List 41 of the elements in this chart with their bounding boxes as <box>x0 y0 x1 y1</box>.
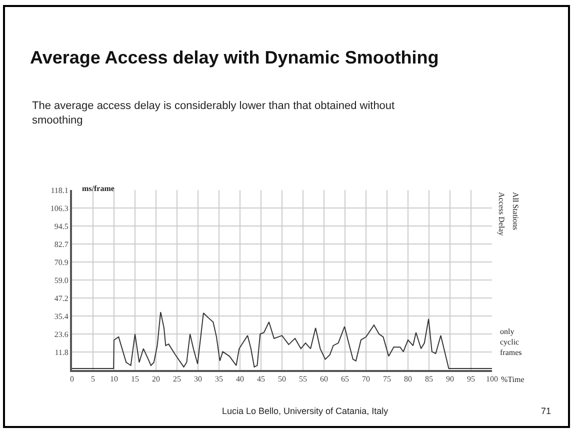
x-tick-label: 10 <box>110 374 118 384</box>
x-tick-label: 65 <box>341 374 349 384</box>
x-tick-label: 50 <box>278 374 286 384</box>
x-axis-title: %Time <box>501 375 525 384</box>
x-tick-label: 0 <box>70 374 74 384</box>
x-tick-label: 20 <box>152 374 160 384</box>
x-tick-label: 25 <box>173 374 181 384</box>
y-tick-label: 94.5 <box>54 222 68 231</box>
x-tick-label: 35 <box>215 374 223 384</box>
x-tick-label: 100 <box>486 374 498 384</box>
text: only cyclic frames <box>500 327 522 357</box>
y-tick-label: 106.3 <box>50 204 68 213</box>
x-tick-label: 80 <box>404 374 412 384</box>
x-tick-label: 45 <box>257 374 265 384</box>
x-tick-label: 85 <box>425 374 433 384</box>
y-tick-label: 82.7 <box>54 240 68 249</box>
x-tick-label: 95 <box>467 374 475 384</box>
y-tick-label: 70.9 <box>54 258 68 267</box>
y-tick-label: 23.6 <box>54 330 68 339</box>
y-tick-label: 118.1 <box>50 186 68 195</box>
y-tick-label: 11.8 <box>54 348 68 357</box>
x-tick-label: 55 <box>299 374 307 384</box>
text: Lucia Lo Bello, University of Catania, Italy <box>222 406 389 416</box>
x-tick-label: 30 <box>194 374 202 384</box>
y-tick-label: 35.4 <box>54 312 68 321</box>
y-tick-label: 59.0 <box>54 276 68 285</box>
text: All Stations <box>511 192 520 230</box>
x-tick-label: 40 <box>236 374 244 384</box>
y-tick-label: 47.2 <box>54 294 68 303</box>
text: 71 <box>541 406 552 416</box>
x-tick-label: 60 <box>320 374 328 384</box>
line-series <box>72 312 492 369</box>
chart-subtitle: The average access delay is considerably lower than that obtained without smoothing <box>32 100 395 126</box>
x-tick-label: 90 <box>446 374 454 384</box>
x-tick-label: 5 <box>91 374 95 384</box>
y-axis-title: ms/frame <box>82 184 115 193</box>
x-tick-label: 70 <box>362 374 370 384</box>
chart-title: Average Access delay with Dynamic Smoothing <box>30 47 439 68</box>
text: Access Delay <box>497 192 506 236</box>
x-tick-label: 15 <box>131 374 139 384</box>
x-tick-label: 75 <box>383 374 391 384</box>
